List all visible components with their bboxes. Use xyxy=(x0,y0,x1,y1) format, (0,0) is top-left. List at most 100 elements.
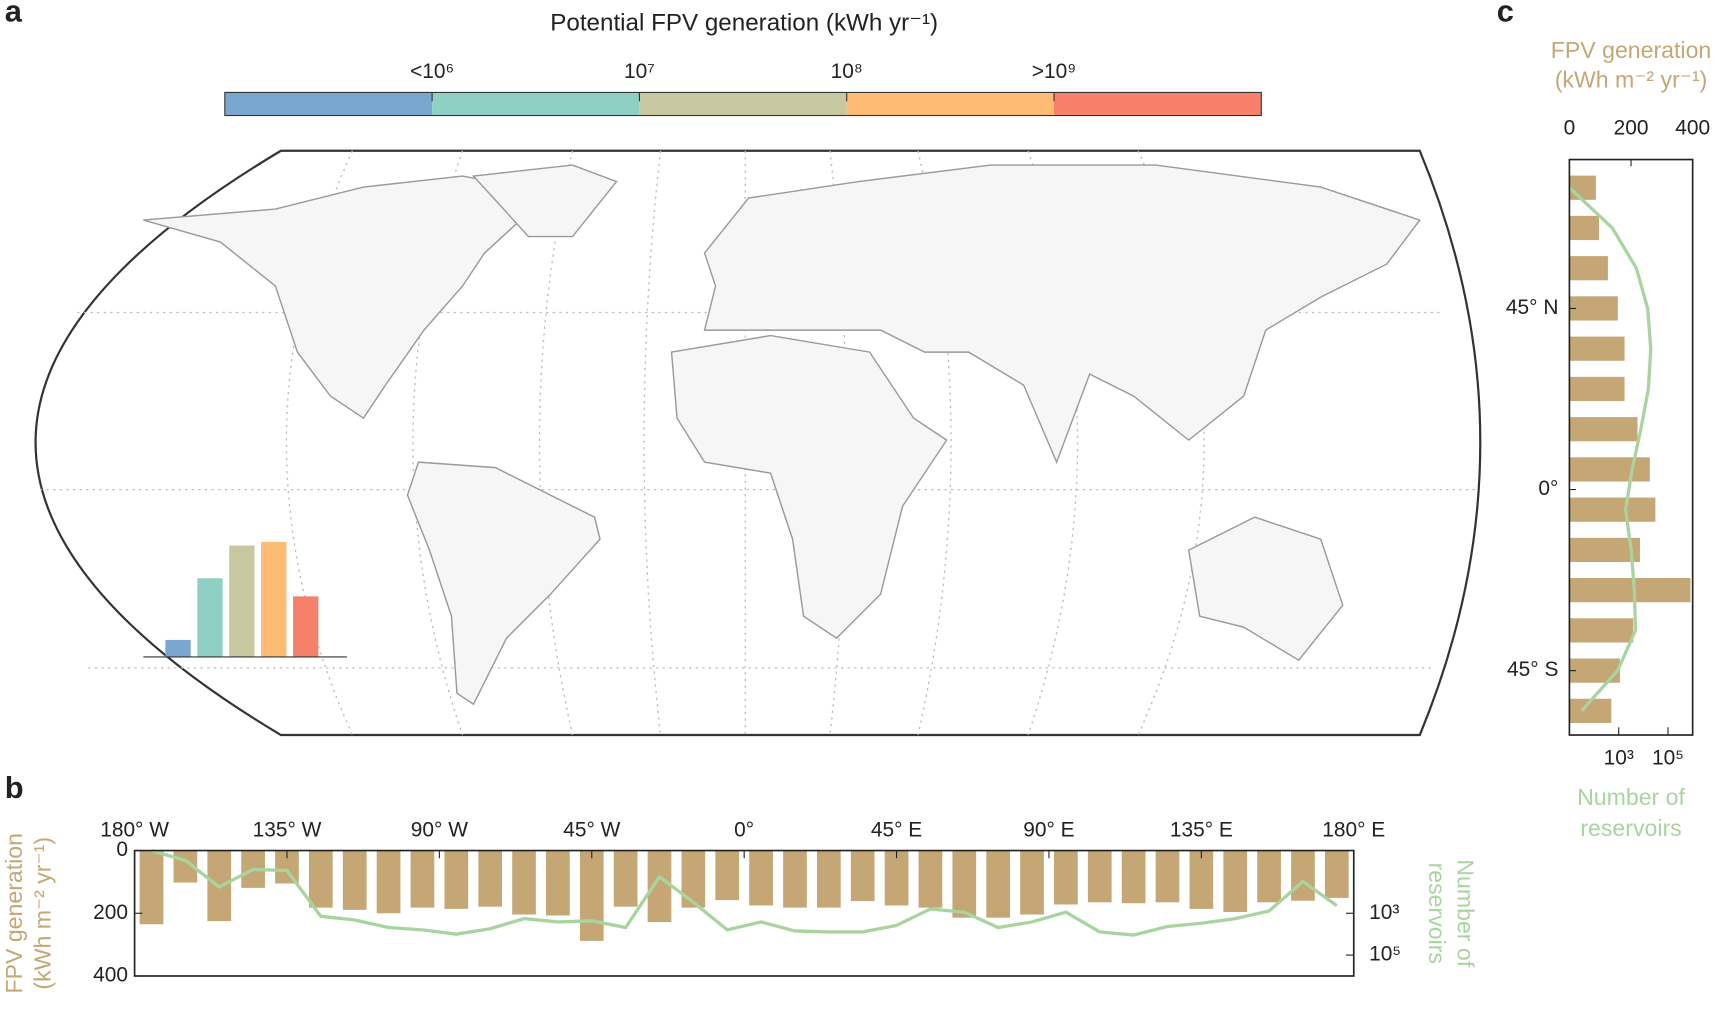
bar xyxy=(478,850,503,907)
bar xyxy=(1569,457,1650,482)
x-tick-label: 90° W xyxy=(411,818,468,841)
x-axis-title: FPV generation xyxy=(1551,37,1711,63)
x-tick-label: 45° W xyxy=(563,818,620,841)
bar xyxy=(1257,850,1281,903)
bar xyxy=(275,850,299,884)
bar xyxy=(1569,256,1608,281)
colorbar-segment xyxy=(224,92,433,116)
line xyxy=(151,848,1338,937)
bar xyxy=(952,850,977,918)
bar xyxy=(1569,296,1618,321)
bar xyxy=(1324,850,1349,898)
panel-label: b xyxy=(5,770,24,805)
bar xyxy=(986,850,1011,918)
bar xyxy=(1569,376,1625,402)
y-tick-label: 45° N xyxy=(1506,296,1558,319)
bar xyxy=(1569,215,1599,241)
panel-label: a xyxy=(5,0,23,28)
bar xyxy=(1569,417,1638,442)
bar xyxy=(444,850,469,909)
x2-tick-label: 10⁵ xyxy=(1652,747,1684,770)
colorbar-label: 10⁸ xyxy=(831,60,863,83)
bar xyxy=(342,850,367,910)
bar xyxy=(579,850,604,941)
colorbar-segment xyxy=(639,92,847,116)
colorbar-title: Potential FPV generation (kWh yr⁻¹) xyxy=(550,10,938,37)
colorbar-frame xyxy=(224,91,1262,117)
bar xyxy=(1569,336,1625,361)
bar xyxy=(749,850,773,906)
bar xyxy=(1054,850,1078,905)
bar xyxy=(884,850,909,906)
x-tick-label: 0° xyxy=(734,818,754,841)
y-tick-label: 0° xyxy=(1538,477,1558,500)
bar xyxy=(681,850,706,908)
inset-bar xyxy=(197,578,223,657)
colorbar-segment xyxy=(432,92,640,116)
inset-bar xyxy=(165,639,191,657)
y2-tick-label: 10³ xyxy=(1369,901,1399,924)
axes-frame xyxy=(1568,158,1694,736)
x2-tick-label: 10³ xyxy=(1604,747,1634,770)
x-axis-title: (kWh m⁻² yr⁻¹) xyxy=(1555,67,1708,93)
bar xyxy=(512,850,536,915)
colorbar-label: >10⁹ xyxy=(1032,60,1076,83)
colorbar-segment xyxy=(846,92,1055,116)
x-tick-label: 0 xyxy=(1564,116,1576,139)
bar xyxy=(1155,850,1180,903)
y-tick-label: 0 xyxy=(116,838,128,861)
x2-axis-title: reservoirs xyxy=(1580,815,1681,841)
bar xyxy=(410,850,435,908)
bar xyxy=(850,850,875,902)
bar xyxy=(1569,618,1634,643)
land xyxy=(143,164,1421,706)
bar xyxy=(546,850,570,916)
x-tick-label: 90° E xyxy=(1023,818,1074,841)
y2-axis-title: Number of xyxy=(1453,859,1479,967)
inset-bar xyxy=(261,541,287,657)
bar xyxy=(1020,850,1044,915)
bar xyxy=(1223,850,1248,913)
inset-bar xyxy=(293,596,319,657)
y2-tick-label: 10⁵ xyxy=(1369,943,1401,966)
bar xyxy=(647,850,672,923)
bar xyxy=(1569,175,1596,200)
colorbar-label: 10⁷ xyxy=(624,60,655,83)
x-tick-label: 135° W xyxy=(253,818,322,841)
x-tick-label: 135° E xyxy=(1170,818,1233,841)
x2-axis-title: Number of xyxy=(1577,784,1685,810)
bar xyxy=(1569,578,1691,603)
bar xyxy=(1569,658,1620,683)
bar xyxy=(783,850,807,908)
bar xyxy=(918,850,943,908)
bar xyxy=(613,850,638,907)
y-tick-label: 400 xyxy=(93,964,128,987)
bar xyxy=(1569,537,1640,563)
bar xyxy=(139,850,164,925)
bar xyxy=(1189,850,1214,909)
bar xyxy=(1087,850,1112,903)
y-tick-label: 200 xyxy=(93,901,128,924)
line xyxy=(1568,186,1653,712)
y-tick-label: 45° S xyxy=(1507,658,1558,681)
panel-label: c xyxy=(1497,0,1514,28)
y2-axis-title: reservoirs xyxy=(1424,863,1450,964)
bar xyxy=(308,850,333,908)
colorbar-label: <10⁶ xyxy=(410,60,454,83)
bar xyxy=(715,850,740,901)
x-tick-label: 180° E xyxy=(1322,818,1385,841)
x-tick-label: 400 xyxy=(1675,116,1710,139)
y-axis-title: (kWh m⁻² yr⁻¹) xyxy=(29,837,55,990)
bar xyxy=(1569,497,1656,522)
inset-bar xyxy=(229,545,255,657)
bar xyxy=(1291,850,1315,901)
map xyxy=(34,149,1482,737)
x-tick-label: 45° E xyxy=(871,818,922,841)
x-tick-label: 200 xyxy=(1614,116,1649,139)
colorbar-segment xyxy=(1054,92,1262,116)
bar xyxy=(376,850,401,914)
y-axis-title: FPV generation xyxy=(1,833,27,993)
bar xyxy=(816,850,841,908)
bar xyxy=(1121,850,1146,904)
